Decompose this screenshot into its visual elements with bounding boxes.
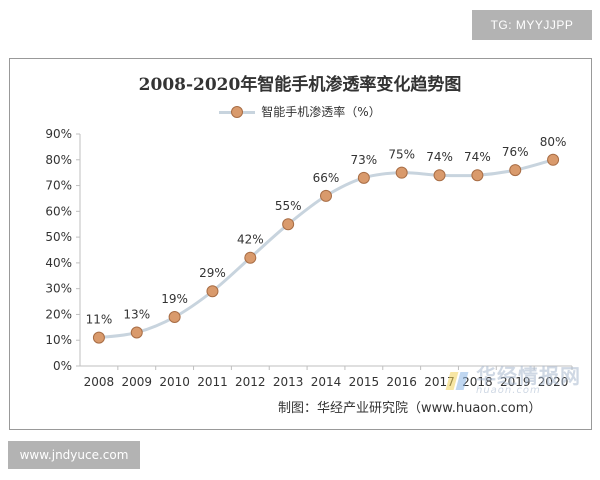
data-point	[206, 285, 219, 298]
data-label: 66%	[313, 171, 340, 185]
data-point	[244, 251, 257, 264]
x-tick-label: 2011	[197, 375, 228, 389]
x-tick-label: 2008	[84, 375, 115, 389]
data-point	[320, 189, 332, 202]
chart-legend: 智能手机渗透率（%）	[0, 103, 600, 120]
data-point	[433, 169, 446, 182]
data-label: 73%	[351, 153, 378, 167]
y-tick-label: 90%	[45, 127, 72, 141]
y-tick-label: 20%	[45, 307, 72, 321]
watermark-badge-bottom: www.jndyuce.com	[8, 441, 140, 469]
data-point	[547, 153, 560, 166]
data-label: 74%	[426, 150, 453, 164]
data-label: 11%	[86, 313, 113, 327]
x-tick-label: 2019	[500, 375, 531, 389]
legend-marker-icon	[219, 105, 256, 118]
x-tick-label: 2009	[121, 375, 152, 389]
x-tick-label: 2015	[349, 375, 380, 389]
data-label: 19%	[161, 292, 188, 306]
data-point	[471, 169, 484, 182]
chart-title: 2008-2020年智能手机渗透率变化趋势图	[138, 75, 462, 95]
x-tick-label: 2018	[462, 375, 493, 389]
watermark-en: huaon.com	[476, 385, 541, 396]
x-tick-label: 2014	[311, 375, 342, 389]
data-point	[395, 166, 408, 179]
watermark-badge-top: TG: MYYJJPP	[472, 10, 592, 40]
x-tick-label: 2016	[386, 375, 417, 389]
x-tick-label: 2020	[538, 375, 569, 389]
series-line	[98, 158, 554, 340]
legend-label: 智能手机渗透率（%）	[261, 105, 381, 119]
data-label: 75%	[388, 148, 415, 162]
y-tick-label: 40%	[45, 256, 72, 270]
data-label: 76%	[502, 145, 529, 159]
data-point	[282, 218, 295, 231]
huaon-watermark: 华经情报网 huaon.com	[445, 364, 581, 396]
x-tick-label: 2012	[235, 375, 266, 389]
x-tick-label: 2010	[159, 375, 190, 389]
data-label: 80%	[540, 135, 567, 149]
source-note: 制图：华经产业研究院（www.huaon.com）	[278, 401, 542, 416]
data-point	[130, 326, 143, 339]
data-label: 42%	[237, 233, 264, 247]
y-tick-label: 70%	[45, 179, 72, 193]
y-tick-label: 60%	[45, 204, 72, 218]
data-label: 29%	[199, 266, 226, 280]
y-tick-label: 50%	[45, 230, 72, 244]
y-tick-label: 80%	[45, 153, 72, 167]
data-point	[168, 311, 181, 324]
data-point	[92, 331, 105, 344]
watermark-cn: 华经情报网	[476, 364, 581, 388]
data-point	[357, 171, 370, 184]
y-tick-label: 30%	[45, 282, 72, 296]
x-tick-label: 2013	[273, 375, 304, 389]
data-label: 74%	[464, 150, 491, 164]
data-label: 55%	[275, 199, 302, 213]
data-point	[509, 164, 522, 177]
y-tick-label: 10%	[45, 333, 72, 347]
huaon-logo-icon	[445, 372, 470, 390]
y-tick-label: 0%	[53, 359, 72, 373]
chart-frame	[9, 58, 592, 430]
data-label: 13%	[123, 307, 150, 321]
